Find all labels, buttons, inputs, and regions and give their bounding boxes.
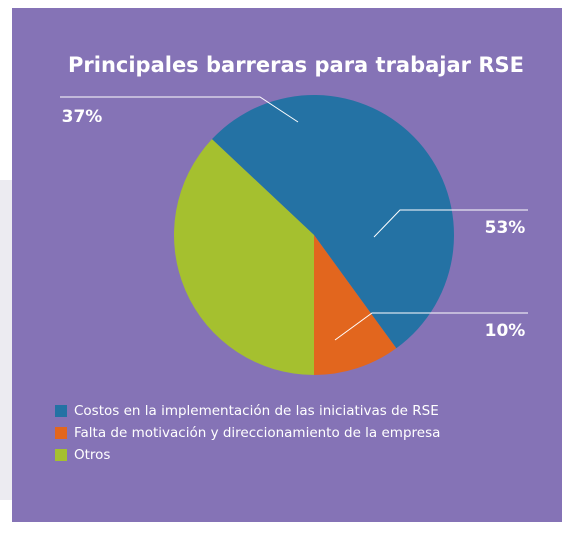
leader-line	[334, 312, 528, 341]
legend-swatch	[55, 427, 67, 439]
data-label: 37%	[62, 107, 103, 127]
leader-line	[60, 96, 299, 123]
legend-label: Otros	[74, 447, 110, 463]
pie-slice	[174, 139, 314, 375]
data-label: 53%	[485, 218, 526, 238]
chart-title: Principales barreras para trabajar RSE	[68, 53, 524, 77]
side-strip	[0, 180, 14, 500]
leader-line	[373, 209, 528, 238]
pie-slice	[211, 95, 454, 349]
legend-label: Costos en la implementación de las inici…	[74, 403, 439, 419]
data-label: 10%	[485, 321, 526, 341]
pie-slice	[314, 235, 397, 375]
legend-swatch	[55, 405, 67, 417]
legend-swatch	[55, 449, 67, 461]
legend-label: Falta de motivación y direccionamiento d…	[74, 425, 440, 441]
